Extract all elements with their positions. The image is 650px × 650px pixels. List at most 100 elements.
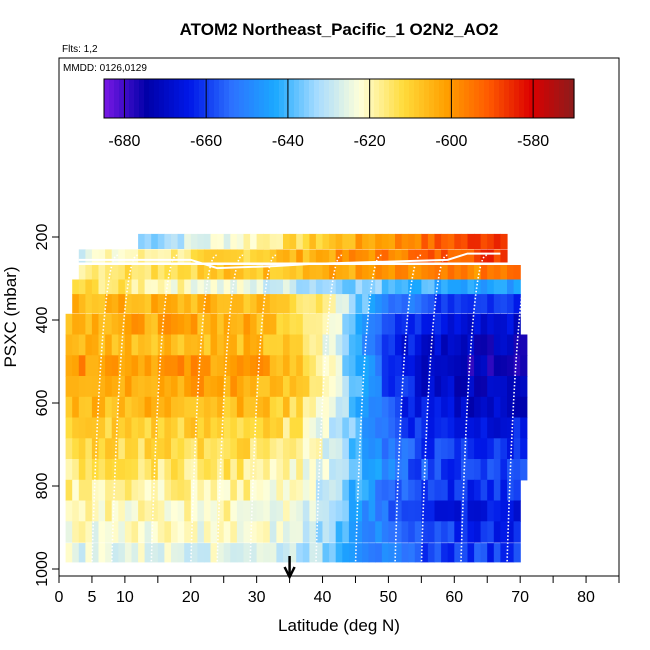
heat-cell — [467, 521, 475, 543]
heat-cell — [250, 249, 258, 263]
heat-cell — [302, 521, 310, 543]
heat-cell — [421, 249, 429, 263]
heat-cell — [243, 376, 251, 398]
heat-cell — [427, 417, 436, 439]
heat-cell — [256, 249, 264, 263]
heat-cell — [414, 396, 422, 419]
heat-cell — [296, 479, 304, 502]
heat-cell — [335, 479, 343, 502]
heat-cell — [217, 313, 225, 336]
heat-cell — [395, 521, 403, 543]
heat-cell — [65, 543, 73, 563]
heat-cell — [190, 521, 198, 543]
heat-cell — [289, 438, 297, 460]
heat-cell — [164, 233, 172, 249]
heat-cell — [375, 294, 383, 314]
heat-cell — [388, 334, 396, 356]
heat-cell — [177, 479, 185, 502]
heat-cell — [520, 459, 528, 481]
heat-cell — [447, 500, 455, 522]
heat-cell — [184, 355, 192, 377]
heat-cell — [250, 233, 258, 249]
heat-cell — [236, 479, 245, 502]
heat-cell — [493, 417, 501, 439]
heat-cell — [296, 279, 304, 295]
heat-cell — [335, 334, 343, 356]
heat-cell — [368, 294, 376, 314]
heat-cell — [388, 249, 396, 263]
heat-cell — [513, 355, 521, 377]
heat-cell — [289, 521, 297, 543]
heat-cell — [256, 334, 264, 356]
heat-cell — [388, 265, 396, 281]
heat-cell — [441, 500, 449, 522]
heat-cell — [230, 355, 238, 377]
heat-cell — [447, 294, 455, 314]
heat-cell — [355, 265, 363, 281]
heat-cell — [322, 500, 330, 522]
heat-cell — [507, 313, 515, 336]
colorbar-tick-label: -680 — [108, 133, 140, 150]
heat-cell — [243, 396, 251, 419]
heat-cell — [348, 294, 357, 314]
heat-cell — [236, 233, 245, 249]
heat-cell — [263, 500, 271, 522]
heat-cell — [190, 500, 198, 522]
heat-cell — [362, 249, 370, 263]
heat-cell — [210, 417, 218, 439]
heat-cell — [296, 438, 304, 460]
heat-cell — [342, 334, 350, 356]
colorbar-swatch — [259, 79, 265, 118]
heat-cell — [315, 294, 324, 314]
heat-cell — [276, 249, 284, 263]
colorbar-swatch — [429, 79, 435, 118]
heat-cell — [368, 249, 376, 263]
heat-cell — [230, 265, 238, 281]
heat-cell — [144, 355, 152, 377]
heat-cell — [151, 313, 159, 336]
heat-cell — [177, 313, 185, 336]
heat-cell — [131, 249, 139, 263]
heat-cell — [105, 521, 113, 543]
heat-cell — [164, 417, 172, 439]
heat-cell — [474, 265, 482, 281]
heat-cell — [460, 279, 469, 295]
heat-cell — [395, 294, 403, 314]
heat-cell — [302, 279, 310, 295]
heat-cell — [493, 233, 501, 249]
heat-cell — [236, 500, 245, 522]
heat-cell — [427, 479, 436, 502]
heat-cell — [203, 265, 212, 281]
heat-cell — [408, 417, 416, 439]
colorbar-swatch — [269, 79, 275, 118]
heat-cell — [236, 417, 245, 439]
colorbar-swatch — [399, 79, 405, 118]
heat-cell — [322, 459, 330, 481]
heat-cell — [296, 521, 304, 543]
heat-cell — [322, 233, 330, 249]
heat-cell — [164, 500, 172, 522]
heat-cell — [78, 521, 86, 543]
heat-cell — [85, 355, 93, 377]
heat-cell — [151, 521, 159, 543]
y-tick-label: 800 — [34, 473, 51, 500]
heat-cell — [329, 438, 337, 460]
colorbar-swatch — [119, 79, 125, 118]
heat-cell — [408, 249, 416, 263]
heat-cell — [474, 479, 482, 502]
heat-cell — [250, 543, 258, 563]
heat-cell — [157, 233, 165, 249]
colorbar-swatch — [324, 79, 330, 118]
colorbar-swatch — [409, 79, 415, 118]
heat-cell — [414, 543, 422, 563]
heat-cell — [309, 313, 317, 336]
heat-cell — [480, 500, 488, 522]
flight-track — [506, 254, 534, 565]
heat-cell — [289, 376, 297, 398]
heat-cell — [395, 479, 403, 502]
heat-cell — [474, 279, 482, 295]
heat-cell — [447, 279, 455, 295]
heat-cell — [276, 438, 284, 460]
heat-cell — [72, 396, 80, 419]
colorbar-swatch — [189, 79, 195, 118]
